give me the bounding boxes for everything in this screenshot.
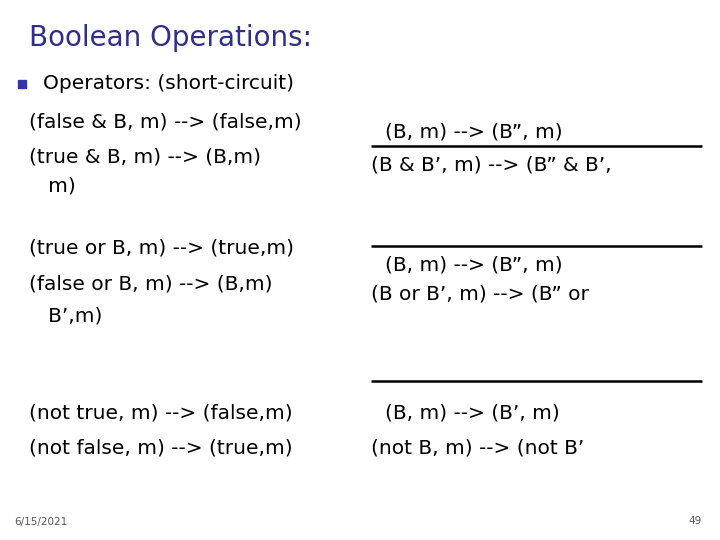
Text: (B, m) --> (B’, m): (B, m) --> (B’, m) — [385, 403, 560, 423]
Text: (false or B, m) --> (B,m): (false or B, m) --> (B,m) — [29, 274, 272, 293]
Text: (B, m) --> (B”, m): (B, m) --> (B”, m) — [385, 255, 563, 274]
Text: (not B, m) --> (not B’: (not B, m) --> (not B’ — [371, 438, 584, 458]
Text: (true & B, m) --> (B,m): (true & B, m) --> (B,m) — [29, 147, 261, 166]
Text: (B, m) --> (B”, m): (B, m) --> (B”, m) — [385, 123, 563, 142]
Text: (not true, m) --> (false,m): (not true, m) --> (false,m) — [29, 403, 292, 423]
Text: Operators: (short-circuit): Operators: (short-circuit) — [43, 74, 294, 93]
Text: (B & B’, m) --> (B” & B’,: (B & B’, m) --> (B” & B’, — [371, 155, 611, 174]
Text: B’,m): B’,m) — [29, 306, 102, 326]
Text: 49: 49 — [689, 516, 702, 526]
Text: (B or B’, m) --> (B” or: (B or B’, m) --> (B” or — [371, 285, 589, 304]
Text: (false & B, m) --> (false,m): (false & B, m) --> (false,m) — [29, 112, 302, 131]
Text: (not false, m) --> (true,m): (not false, m) --> (true,m) — [29, 438, 292, 458]
Text: Boolean Operations:: Boolean Operations: — [29, 24, 312, 52]
Text: m): m) — [29, 177, 76, 196]
Text: (true or B, m) --> (true,m): (true or B, m) --> (true,m) — [29, 239, 294, 258]
Text: 6/15/2021: 6/15/2021 — [14, 516, 68, 526]
